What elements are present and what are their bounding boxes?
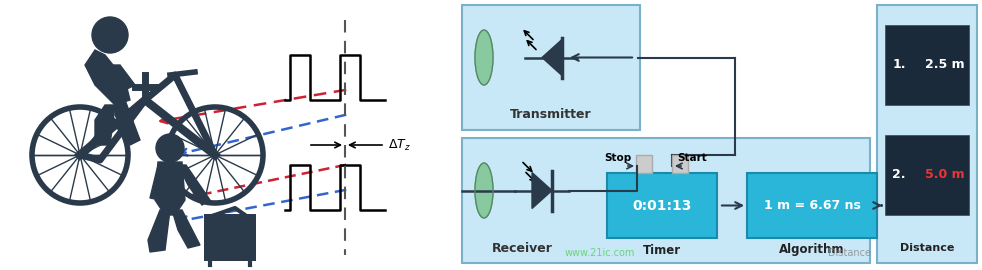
Text: 0:01:13: 0:01:13 [632,198,691,212]
Text: 5.0 m: 5.0 m [925,168,965,181]
FancyBboxPatch shape [636,155,652,173]
Polygon shape [100,65,135,90]
FancyBboxPatch shape [877,5,977,263]
Text: Algorithm: Algorithm [780,244,845,256]
Ellipse shape [475,30,493,85]
FancyBboxPatch shape [462,138,870,263]
Ellipse shape [475,163,493,218]
Polygon shape [85,50,130,105]
Polygon shape [115,100,140,145]
Polygon shape [155,162,185,215]
FancyBboxPatch shape [672,155,688,173]
Text: Stop: Stop [605,153,632,163]
FancyBboxPatch shape [607,173,717,238]
Text: Transmitter: Transmitter [511,109,592,122]
FancyBboxPatch shape [462,5,640,130]
Circle shape [156,134,184,162]
FancyBboxPatch shape [747,173,877,238]
Circle shape [92,17,128,53]
Text: www.21ic.com: www.21ic.com [565,248,635,258]
Text: Start: Start [677,153,707,163]
Text: Distance: Distance [900,243,955,253]
Text: 2.: 2. [893,168,905,181]
Polygon shape [178,165,210,205]
Polygon shape [542,39,562,76]
Polygon shape [148,210,170,252]
FancyBboxPatch shape [204,214,256,261]
Text: 2.5 m: 2.5 m [925,59,965,72]
Text: $\Delta T_z$: $\Delta T_z$ [388,137,410,153]
Text: 1 m = 6.67 ns: 1 m = 6.67 ns [764,199,860,212]
Text: 1.: 1. [893,59,905,72]
FancyBboxPatch shape [885,25,969,105]
Polygon shape [150,165,165,200]
Text: Distance: Distance [829,248,871,258]
FancyBboxPatch shape [885,135,969,215]
Polygon shape [172,210,200,248]
Polygon shape [95,105,115,145]
Text: Receiver: Receiver [492,241,553,255]
Polygon shape [532,173,552,208]
Text: Timer: Timer [643,244,682,256]
